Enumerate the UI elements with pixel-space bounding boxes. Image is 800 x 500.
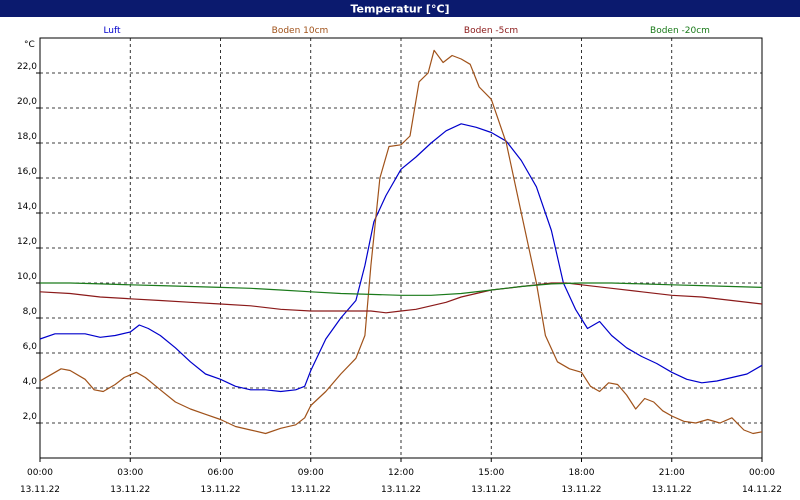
legend-entry: Luft [103,26,121,36]
x-tick-date: 13.11.22 [561,485,601,495]
y-tick-label: 18,0 [17,132,37,142]
y-tick-label: 12,0 [17,237,37,247]
series-line [39,282,763,314]
y-tick-label: 16,0 [17,167,37,177]
x-tick-time: 18:00 [569,468,595,478]
legend: Luft Boden 10cm Boden -5cm Boden -20cm [103,26,710,36]
y-tick-label: 4,0 [23,377,38,387]
x-tick-date: 13.11.22 [381,485,421,495]
x-tick-time: 00:00 [749,468,775,478]
x-tick-date: 13.11.22 [200,485,240,495]
y-tick-label: 10,0 [17,272,37,282]
x-tick-time: 09:00 [298,468,324,478]
legend-entry: Boden -20cm [650,26,710,36]
y-axis: 2,0 4,0 6,0 8,0 10,0 12,0 14,0 16,0 18,0 20,0 22,0 [17,62,40,424]
y-tick-label: 22,0 [17,62,37,72]
y-tick-label: 20,0 [17,97,37,107]
y-tick-label: 6,0 [23,342,38,352]
y-tick-label: 14,0 [17,202,37,212]
x-tick-time: 06:00 [208,468,234,478]
x-tick-time: 15:00 [478,468,504,478]
legend-entry: Boden -5cm [464,26,518,36]
x-tick-date: 14.11.22 [742,485,782,495]
x-tick-date: 13.11.22 [20,485,60,495]
x-tick-time: 12:00 [388,468,414,478]
series-lines [39,49,763,435]
x-axis: 00:00 13.11.22 03:00 13.11.22 06:00 13.11.22 0… [20,458,782,495]
y-tick-label: 2,0 [23,412,38,422]
x-tick-date: 13.11.22 [471,485,511,495]
x-tick-time: 21:00 [659,468,685,478]
grid [40,38,762,458]
series-line [39,123,763,393]
chart-title: Temperatur [°C] [350,3,449,16]
x-tick-time: 00:00 [27,468,53,478]
series-line [40,282,763,296]
x-tick-time: 03:00 [117,468,143,478]
y-tick-label: 8,0 [23,307,38,317]
x-tick-date: 13.11.22 [652,485,692,495]
legend-entry: Boden 10cm [272,26,329,36]
title-bar [0,0,800,17]
x-tick-date: 13.11.22 [291,485,331,495]
y-axis-unit: °C [24,40,35,50]
series-line [39,49,763,435]
x-tick-date: 13.11.22 [110,485,150,495]
